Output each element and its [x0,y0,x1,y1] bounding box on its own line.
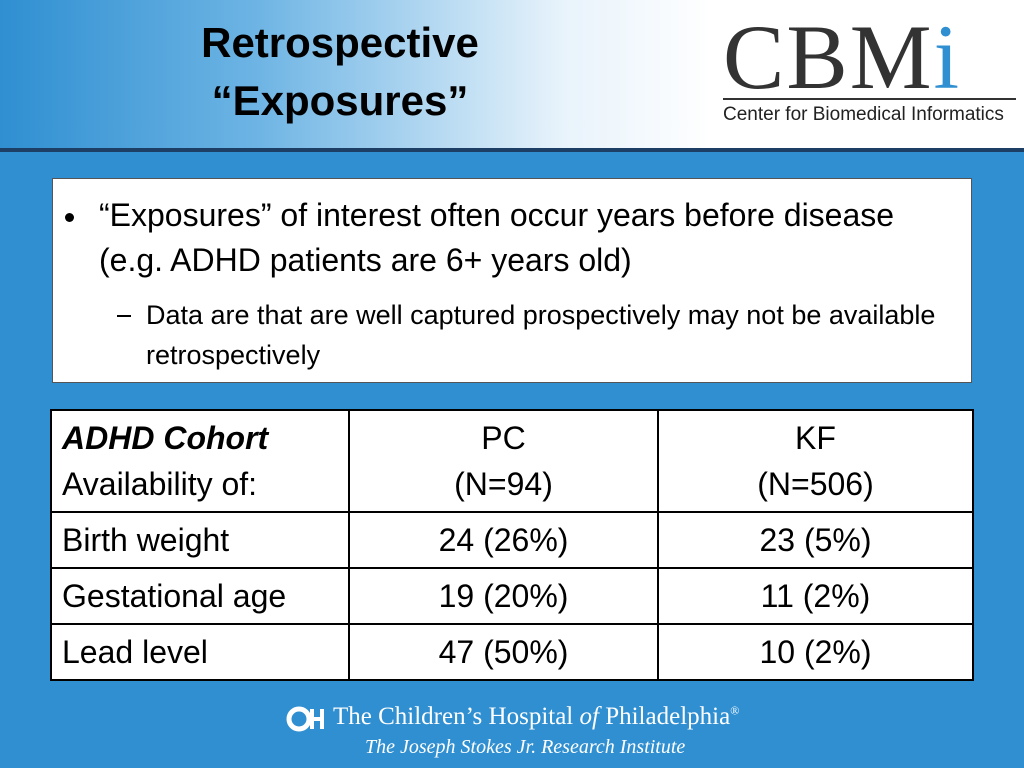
title-line: “Exposures” [211,77,469,124]
footer-text: of [579,703,599,730]
bullet-box: “Exposures” of interest often occur year… [52,178,972,383]
header-cell: KF (N=506) [657,409,974,513]
logo-mark: CBMi [723,4,961,110]
bullet: “Exposures” of interest often occur year… [99,197,895,278]
table: ADHD Cohort Availability of: PC (N=94) KF (… [50,409,974,681]
logo-subtitle: Center for Biomedical Informatics [723,104,1004,125]
cell: Birth weight [50,511,350,569]
header-cell: PC (N=94) [348,409,659,513]
cell-line: Availability of: [62,466,258,502]
header-cell: ADHD Cohort Availability of: [50,409,350,513]
footer-name: The Children’s Hospital of Philadelphia® [333,703,739,731]
cell: 19 (20%) [348,567,659,625]
row: Birth weight 24 (26%) 23 (5%) [50,511,974,569]
cell: Gestational age [50,567,350,625]
row: Gestational age 19 (20%) 11 (2%) [50,567,974,625]
footer-text: Philadelphia [598,703,731,730]
title: Retrospective “Exposures” [130,14,550,130]
cell: 47 (50%) [348,623,659,681]
footer-institute: The Joseph Stokes Jr. Research Institute [365,736,686,758]
cell: 24 (26%) [348,511,659,569]
sub-bullet-marker [117,315,131,317]
cell-line: ADHD Cohort [62,420,269,456]
footer-text: The Children’s Hospital [333,703,580,730]
header: Retrospective “Exposures” CBMi Center fo… [0,0,1024,152]
title-line: Retrospective [201,19,479,66]
bullet-marker [65,213,74,222]
cell-line: (N=506) [757,466,874,502]
cell: 10 (2%) [657,623,974,681]
cell: Lead level [50,623,350,681]
cell: 11 (2%) [657,567,974,625]
hospital-icon [286,706,324,732]
registered-mark: ® [730,703,740,718]
header-row: ADHD Cohort Availability of: PC (N=94) KF (… [50,409,974,513]
logo-letter: i [933,6,962,108]
logo-letters: CBM [723,6,934,108]
cell: 23 (5%) [657,511,974,569]
cell-line: (N=94) [454,466,553,502]
sub-bullet: Data are that are well captured prospect… [146,300,936,370]
cell-line: PC [481,420,526,456]
row: Lead level 47 (50%) 10 (2%) [50,623,974,681]
logo-rule [723,98,1016,100]
logo: CBMi Center for Biomedical Informatics [705,0,1024,148]
cell-line: KF [795,420,836,456]
